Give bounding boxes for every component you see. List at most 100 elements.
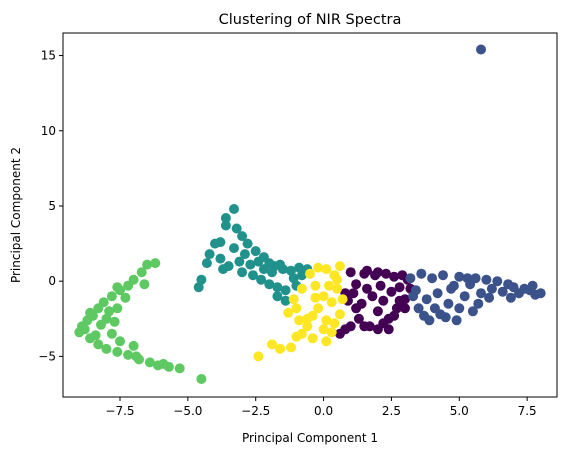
data-point-cluster-2 [234, 256, 245, 267]
data-point-cluster-4 [310, 292, 321, 303]
data-point-cluster-2 [220, 220, 231, 231]
data-point-cluster-1 [405, 273, 416, 284]
data-point-cluster-3 [115, 336, 125, 347]
data-point-cluster-3 [128, 340, 139, 351]
plot-frame [62, 32, 558, 398]
data-point-cluster-0 [334, 328, 345, 339]
data-point-cluster-3 [144, 357, 155, 368]
data-point-cluster-0 [375, 280, 386, 291]
data-point-cluster-1 [459, 291, 470, 302]
data-point-cluster-4 [305, 268, 315, 279]
data-point-cluster-0 [389, 310, 400, 321]
data-point-cluster-0 [367, 291, 378, 302]
data-point-cluster-4 [288, 294, 299, 305]
x-tick-label: 5.0 [450, 404, 469, 418]
data-point-cluster-3 [150, 258, 161, 269]
x-tick-label: −7.5 [105, 404, 134, 418]
data-point-cluster-3 [123, 280, 134, 291]
data-point-cluster-1 [451, 315, 462, 326]
data-point-cluster-1 [497, 286, 508, 297]
data-point-cluster-4 [302, 313, 313, 324]
data-point-cluster-3 [106, 328, 117, 339]
y-axis-label: Principal Component 2 [9, 147, 23, 283]
data-point-cluster-3 [120, 292, 131, 303]
data-point-cluster-2 [258, 264, 269, 275]
data-point-cluster-0 [359, 321, 370, 332]
data-point-cluster-0 [348, 288, 359, 299]
y-tick-label: 0 [48, 274, 56, 288]
data-point-cluster-1 [476, 44, 486, 55]
data-point-cluster-2 [204, 249, 215, 260]
data-point-cluster-3 [109, 316, 120, 327]
data-point-cluster-2 [248, 270, 258, 281]
data-point-cluster-3 [131, 351, 142, 362]
points-layer [74, 44, 546, 384]
x-tick-label: 7.5 [518, 404, 537, 418]
data-point-cluster-1 [446, 283, 457, 294]
data-point-cluster-0 [394, 282, 405, 293]
data-point-cluster-0 [362, 283, 372, 294]
data-point-cluster-3 [196, 374, 207, 384]
data-point-cluster-1 [438, 270, 448, 281]
data-point-cluster-2 [280, 295, 291, 306]
data-point-cluster-1 [470, 273, 481, 284]
data-point-cluster-4 [302, 321, 313, 332]
data-point-cluster-4 [318, 324, 329, 335]
data-point-cluster-3 [142, 259, 153, 270]
data-point-cluster-4 [296, 328, 307, 339]
data-point-cluster-4 [326, 297, 337, 308]
data-point-cluster-4 [326, 327, 337, 338]
data-point-cluster-1 [481, 274, 492, 285]
data-point-cluster-4 [321, 315, 332, 326]
y-tick-label: 15 [41, 49, 56, 63]
data-point-cluster-0 [351, 303, 362, 314]
data-point-cluster-0 [345, 267, 356, 278]
data-point-cluster-1 [440, 312, 451, 323]
data-point-cluster-0 [400, 303, 410, 314]
chart-title: Clustering of NIR Spectra [219, 12, 402, 28]
x-axis: −7.5 −5.0 −2.5 0.0 2.5 5.0 7.5 [105, 397, 537, 418]
data-point-cluster-4 [321, 336, 332, 347]
data-point-cluster-0 [381, 268, 391, 279]
data-point-cluster-3 [136, 267, 147, 278]
data-point-cluster-4 [332, 283, 343, 294]
data-point-cluster-2 [288, 273, 299, 284]
data-point-cluster-2 [229, 204, 239, 214]
data-point-cluster-0 [378, 318, 389, 329]
data-point-cluster-2 [220, 213, 231, 223]
data-point-cluster-0 [391, 303, 402, 314]
data-point-cluster-2 [280, 285, 291, 296]
data-point-cluster-4 [253, 351, 264, 362]
data-point-cluster-4 [296, 283, 307, 294]
data-point-cluster-2 [272, 282, 283, 293]
data-point-cluster-1 [424, 315, 435, 326]
data-point-cluster-1 [408, 291, 419, 302]
data-point-cluster-3 [112, 282, 123, 293]
data-point-cluster-3 [93, 303, 104, 314]
data-point-cluster-1 [486, 283, 497, 294]
data-point-cluster-4 [329, 318, 340, 329]
data-point-cluster-4 [334, 261, 345, 272]
data-point-cluster-1 [535, 288, 546, 299]
data-point-cluster-1 [432, 288, 443, 299]
data-point-cluster-2 [229, 243, 239, 254]
data-point-cluster-4 [286, 342, 296, 353]
y-tick-label: 5 [48, 199, 56, 213]
data-point-cluster-4 [267, 339, 277, 350]
data-point-cluster-4 [310, 280, 321, 291]
data-point-cluster-4 [337, 294, 348, 305]
data-point-cluster-4 [318, 291, 329, 302]
data-point-cluster-4 [334, 309, 345, 320]
data-point-cluster-4 [324, 280, 334, 291]
x-tick-label: 0.0 [314, 404, 333, 418]
data-point-cluster-2 [272, 291, 283, 302]
data-point-cluster-0 [394, 295, 405, 306]
data-point-cluster-3 [85, 307, 96, 318]
data-point-cluster-2 [218, 264, 229, 275]
data-point-cluster-3 [96, 319, 106, 330]
data-point-cluster-2 [193, 282, 204, 293]
data-point-cluster-4 [321, 264, 332, 275]
data-point-cluster-1 [416, 268, 427, 279]
data-point-cluster-3 [158, 358, 169, 369]
